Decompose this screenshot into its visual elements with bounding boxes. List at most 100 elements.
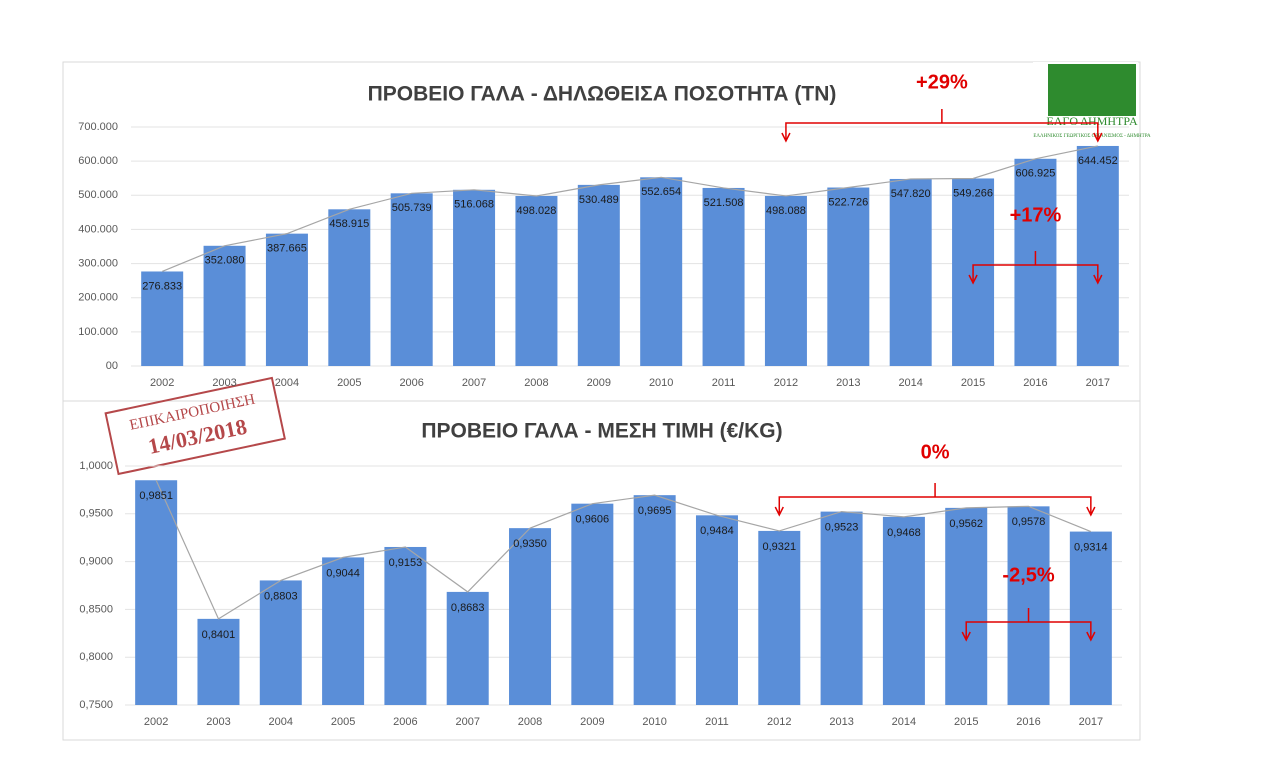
data-label: 0,9153	[389, 557, 423, 569]
data-label: 276.833	[142, 280, 182, 292]
x-tick-label: 2003	[206, 716, 230, 728]
x-tick-label: 2013	[836, 377, 860, 389]
x-tick-label: 2002	[150, 377, 174, 389]
data-label: 0,9695	[638, 505, 672, 517]
bar	[1076, 145, 1119, 366]
y-tick-label: 0,8500	[79, 603, 113, 615]
x-tick-label: 2015	[961, 377, 985, 389]
data-label: 0,9578	[1012, 516, 1046, 528]
x-tick-label: 2007	[462, 377, 486, 389]
bracket	[972, 251, 1099, 281]
trend-line	[155, 479, 1092, 620]
logo-mark	[1048, 64, 1136, 116]
bracket	[778, 483, 1092, 513]
bracket	[965, 608, 1092, 638]
arrowhead	[1086, 506, 1096, 517]
x-tick-label: 2015	[954, 716, 978, 728]
data-label: 0,9468	[887, 527, 921, 539]
y-tick-label: 500.000	[78, 189, 118, 201]
data-label: 0,9044	[326, 567, 360, 579]
bar	[820, 511, 863, 705]
data-label: 552.654	[641, 186, 681, 198]
data-label: 387.665	[267, 243, 307, 255]
data-label: 458.915	[329, 218, 369, 230]
x-tick-label: 2002	[144, 716, 168, 728]
data-label: 0,8683	[451, 602, 485, 614]
data-label: 0,9350	[513, 538, 547, 550]
bar	[1069, 531, 1112, 705]
chart-title: ΠΡΟΒΕΙΟ ΓΑΛΑ - ΜΕΣΗ ΤΙΜΗ (€/KG)	[421, 420, 782, 443]
bar	[328, 209, 371, 366]
bar	[758, 530, 801, 705]
x-tick-label: 2011	[712, 377, 736, 389]
bar	[945, 507, 988, 705]
bar	[141, 271, 184, 366]
y-tick-label: 0,9500	[79, 508, 113, 520]
annotation-text: +17%	[1010, 204, 1062, 226]
x-tick-label: 2012	[767, 716, 791, 728]
data-label: 530.489	[579, 194, 619, 206]
y-tick-label: 600.000	[78, 155, 118, 167]
bar	[889, 178, 932, 366]
bar	[384, 546, 427, 705]
y-tick-label: 0,8000	[79, 651, 113, 663]
bar	[577, 184, 620, 366]
x-tick-label: 2010	[649, 377, 673, 389]
trend-line	[161, 145, 1098, 273]
data-label: 498.088	[766, 205, 806, 217]
data-label: 547.820	[891, 188, 931, 200]
chart-title: ΠΡΟΒΕΙΟ ΓΑΛΑ - ΔΗΛΩΘΕΙΣΑ ΠΟΣΟΤΗΤΑ (ΤΝ)	[368, 83, 837, 106]
x-tick-label: 2014	[892, 716, 916, 728]
x-tick-label: 2004	[269, 716, 293, 728]
bar	[197, 618, 240, 705]
bar	[135, 480, 178, 705]
logo: ΕΛΓΟ ΔΗΜΗΤΡΑ ΕΛΛΗΝΙΚΟΣ ΓΕΩΡΓΙΚΟΣ ΟΡΓΑΝΙΣ…	[1033, 62, 1151, 148]
x-tick-label: 2010	[642, 716, 666, 728]
annotation	[774, 483, 1096, 517]
arrowhead	[961, 631, 971, 642]
data-label: 0,8803	[264, 590, 298, 602]
data-label: 0,9484	[700, 525, 734, 537]
annotation	[968, 251, 1103, 285]
x-tick-label: 2003	[212, 377, 236, 389]
y-tick-label: 300.000	[78, 257, 118, 269]
y-tick-label: 0,9000	[79, 556, 113, 568]
data-label: 644.452	[1078, 155, 1118, 167]
annotation-text: 0%	[921, 441, 950, 463]
bar	[453, 189, 496, 366]
annotation-text: -2,5%	[1002, 564, 1054, 586]
bars	[135, 480, 1112, 705]
data-label: 0,9523	[825, 522, 859, 534]
bar	[515, 195, 558, 366]
y-tick-label: 700.000	[78, 121, 118, 133]
x-tick-label: 2005	[337, 377, 361, 389]
bar	[827, 187, 870, 366]
annotation	[961, 608, 1096, 642]
y-tick-label: 200.000	[78, 292, 118, 304]
data-label: 549.266	[953, 187, 993, 199]
y-tick-label: 0,7500	[79, 699, 113, 711]
x-tick-label: 2009	[587, 377, 611, 389]
x-tick-label: 2007	[455, 716, 479, 728]
x-tick-label: 2012	[774, 377, 798, 389]
bar	[882, 516, 925, 705]
x-tick-label: 2008	[518, 716, 542, 728]
arrowhead	[781, 132, 791, 143]
data-label: 352.080	[205, 255, 245, 267]
data-label: 0,9562	[949, 518, 983, 530]
x-tick-label: 2011	[705, 716, 729, 728]
bar	[203, 245, 246, 366]
arrowhead	[968, 274, 978, 285]
x-tick-label: 2009	[580, 716, 604, 728]
data-label: 498.028	[517, 205, 557, 217]
bar	[764, 195, 807, 366]
y-tick-label: 1,0000	[79, 460, 113, 472]
bar	[571, 503, 614, 705]
bar	[259, 580, 302, 705]
bar	[640, 177, 683, 366]
data-label: 505.739	[392, 202, 432, 214]
x-tick-label: 2006	[393, 716, 417, 728]
y-tick-label: 00	[106, 360, 118, 372]
bar	[633, 495, 676, 705]
